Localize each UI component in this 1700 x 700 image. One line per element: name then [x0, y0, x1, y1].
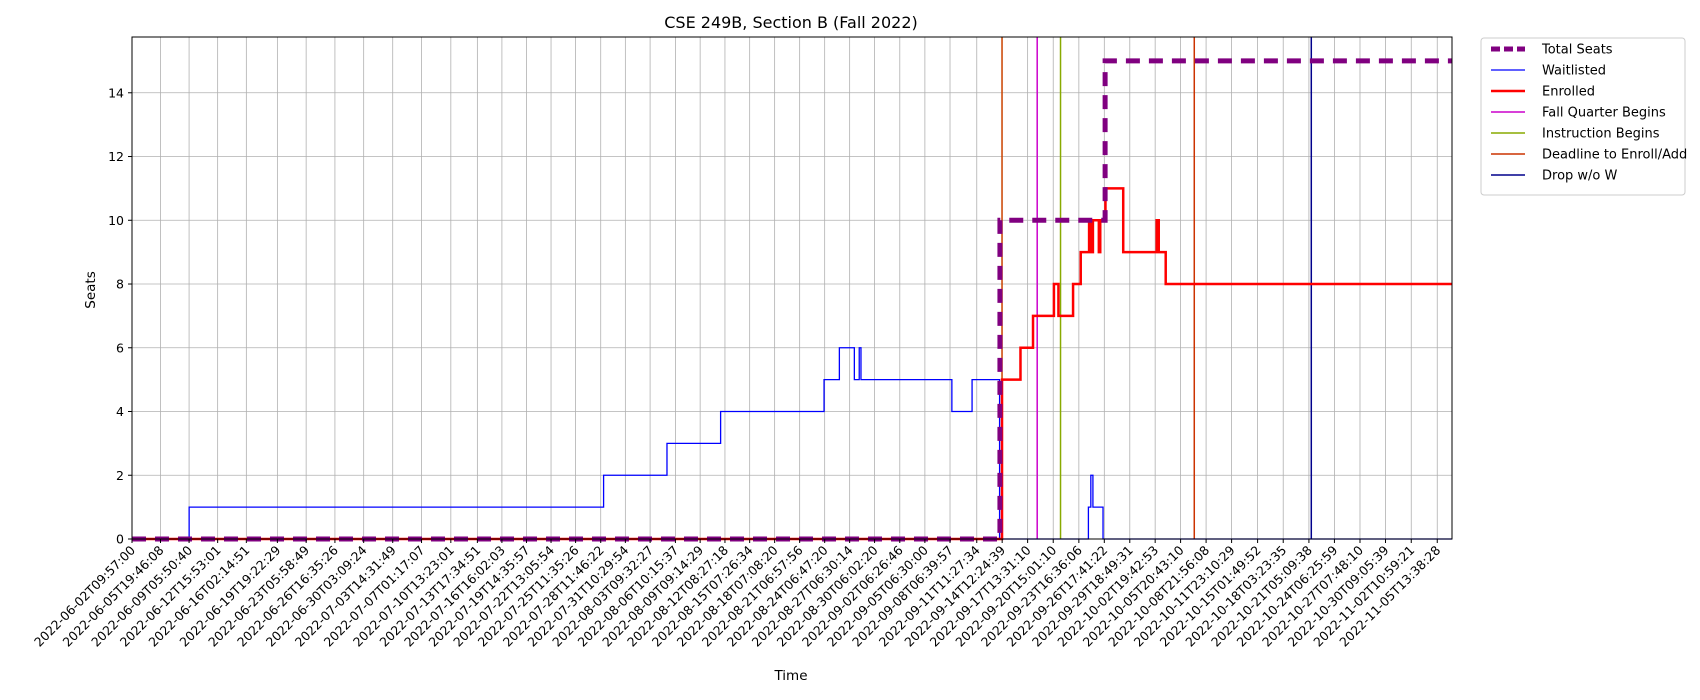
legend-label: Drop w/o W — [1542, 169, 1618, 184]
y-tick-label: 0 — [116, 532, 124, 547]
legend: Total Seats Waitlisted Enrolled Fall Quarte… — [1480, 37, 1687, 196]
y-tick-label: 8 — [116, 277, 124, 292]
series-total-seats — [132, 58, 1452, 542]
grid-lines — [131, 37, 1452, 540]
legend-label: Enrolled — [1542, 85, 1595, 100]
y-tick-label: 14 — [108, 85, 124, 100]
series-waitlisted — [132, 347, 1452, 540]
legend-label: Instruction Begins — [1542, 127, 1660, 142]
plot-frame — [131, 36, 1453, 540]
legend-label: Fall Quarter Begins — [1542, 106, 1666, 121]
y-tick-label: 10 — [108, 213, 124, 228]
legend-label: Deadline to Enroll/Add — [1542, 148, 1687, 163]
legend-label: Total Seats — [1541, 43, 1613, 58]
y-tick-label: 2 — [116, 468, 124, 483]
chart-title: CSE 249B, Section B (Fall 2022) — [664, 13, 918, 32]
y-axis: 0 2 4 6 8 10 12 14 — [108, 85, 132, 547]
plot-area — [132, 37, 1452, 542]
y-tick-label: 4 — [116, 404, 124, 419]
x-axis: 2022-06-02T09:57:002022-06-05T19:46:0820… — [31, 539, 1443, 650]
y-axis-title: Seats — [83, 271, 99, 308]
series-enrolled — [132, 187, 1452, 541]
y-tick-label: 12 — [108, 149, 124, 164]
x-axis-title: Time — [773, 668, 807, 684]
legend-box — [1480, 37, 1686, 196]
legend-label: Waitlisted — [1542, 64, 1606, 79]
y-tick-label: 6 — [116, 340, 124, 355]
